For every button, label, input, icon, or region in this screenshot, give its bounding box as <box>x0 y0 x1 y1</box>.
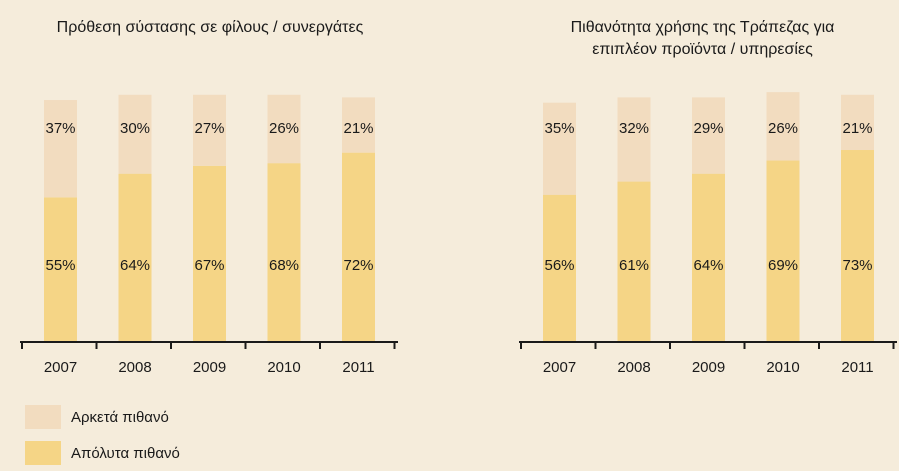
legend-swatch-absolutely-likely <box>25 441 61 465</box>
chart-2-xtick-2008: 2008 <box>617 359 650 376</box>
chart-2-bar-fairly-likely-2010 <box>766 92 800 161</box>
chart-2-xtick-2007: 2007 <box>543 359 576 376</box>
chart-2-label-fairly-likely-2007: 35% <box>544 120 574 137</box>
chart-1: 55% 37% 2007 64% 30% 2008 67% 27% 2009 68% 26% 2010… <box>20 94 398 376</box>
chart-1-bar-absolutely-likely-2011 <box>342 152 375 342</box>
chart-1-label-absolutely-likely-2007: 55% <box>45 257 75 274</box>
legend-swatch-fairly-likely <box>25 405 61 429</box>
chart-2-label-fairly-likely-2009: 29% <box>693 120 723 137</box>
chart-1-xtick-2008: 2008 <box>118 359 151 376</box>
chart-1-label-fairly-likely-2008: 30% <box>120 120 150 137</box>
chart-2-bar-fairly-likely-2011 <box>841 94 874 151</box>
chart-2-bar-absolutely-likely-2009 <box>692 173 725 342</box>
chart-2-label-absolutely-likely-2009: 64% <box>693 257 723 274</box>
chart-2-bar-absolutely-likely-2011 <box>841 150 874 342</box>
chart-2-label-fairly-likely-2008: 32% <box>619 120 649 137</box>
chart-2-label-absolutely-likely-2007: 56% <box>544 257 574 274</box>
chart-1-xtick-2011: 2011 <box>342 359 374 376</box>
chart-2-xtick-2009: 2009 <box>692 359 725 376</box>
chart-2-bar-absolutely-likely-2010 <box>766 160 800 342</box>
chart-2-label-absolutely-likely-2010: 69% <box>768 257 798 274</box>
legend-absolutely-likely: Απόλυτα πιθανό <box>25 441 180 465</box>
chart-1-xtick-2007: 2007 <box>44 359 77 376</box>
chart-2-label-absolutely-likely-2011: 73% <box>842 257 872 274</box>
chart-2-title-line-2: επιπλέον προϊόντα / υπηρεσίες <box>592 41 813 58</box>
chart-1-title: Πρόθεση σύστασης σε φίλους / συνεργάτες <box>56 19 364 36</box>
chart-2-bar-fairly-likely-2008 <box>617 97 651 182</box>
chart-1-bar-absolutely-likely-2009 <box>193 165 226 342</box>
legend-label-absolutely-likely: Απόλυτα πιθανό <box>71 444 180 462</box>
chart-2-bar-absolutely-likely-2008 <box>617 181 651 342</box>
chart-1-xtick-2010: 2010 <box>267 359 300 376</box>
chart-2-bar-absolutely-likely-2007 <box>543 194 576 342</box>
chart-1-bar-fairly-likely-2007 <box>44 100 77 198</box>
chart-1-label-fairly-likely-2010: 26% <box>269 120 299 137</box>
chart-2: 56% 35% 2007 61% 32% 2008 64% 29% 2009 69% 26% 2010… <box>519 92 897 376</box>
chart-2-xtick-2011: 2011 <box>841 359 873 376</box>
chart-1-label-absolutely-likely-2010: 68% <box>269 257 299 274</box>
chart-1-bar-fairly-likely-2009 <box>193 94 226 166</box>
chart-2-label-fairly-likely-2010: 26% <box>768 120 798 137</box>
chart-1-bar-absolutely-likely-2010 <box>267 163 301 342</box>
chart-1-bar-absolutely-likely-2008 <box>118 173 152 342</box>
chart-1-label-absolutely-likely-2009: 67% <box>194 257 224 274</box>
chart-2-xtick-2010: 2010 <box>766 359 799 376</box>
chart-1-bar-fairly-likely-2011 <box>342 97 375 153</box>
chart-2-bar-fairly-likely-2007 <box>543 102 576 195</box>
chart-1-bar-fairly-likely-2010 <box>267 94 301 164</box>
legend-label-fairly-likely: Αρκετά πιθανό <box>71 408 169 426</box>
chart-2-label-fairly-likely-2011: 21% <box>842 120 872 137</box>
chart-1-label-fairly-likely-2009: 27% <box>194 120 224 137</box>
chart-1-label-fairly-likely-2007: 37% <box>45 120 75 137</box>
chart-1-bar-absolutely-likely-2007 <box>44 197 77 342</box>
chart-1-xtick-2009: 2009 <box>193 359 226 376</box>
legend-fairly-likely: Αρκετά πιθανό <box>25 405 169 429</box>
chart-2-label-absolutely-likely-2008: 61% <box>619 257 649 274</box>
chart-2-title: Πιθανότητα χρήσης της Τράπεζας για επιπλ… <box>515 17 890 61</box>
chart-1-label-absolutely-likely-2011: 72% <box>343 257 373 274</box>
chart-1-bar-fairly-likely-2008 <box>118 94 152 174</box>
chart-2-title-line-1: Πιθανότητα χρήσης της Τράπεζας για <box>570 19 835 36</box>
chart-1-label-fairly-likely-2011: 21% <box>343 120 373 137</box>
chart-2-bar-fairly-likely-2009 <box>692 97 725 174</box>
chart-1-label-absolutely-likely-2008: 64% <box>120 257 150 274</box>
